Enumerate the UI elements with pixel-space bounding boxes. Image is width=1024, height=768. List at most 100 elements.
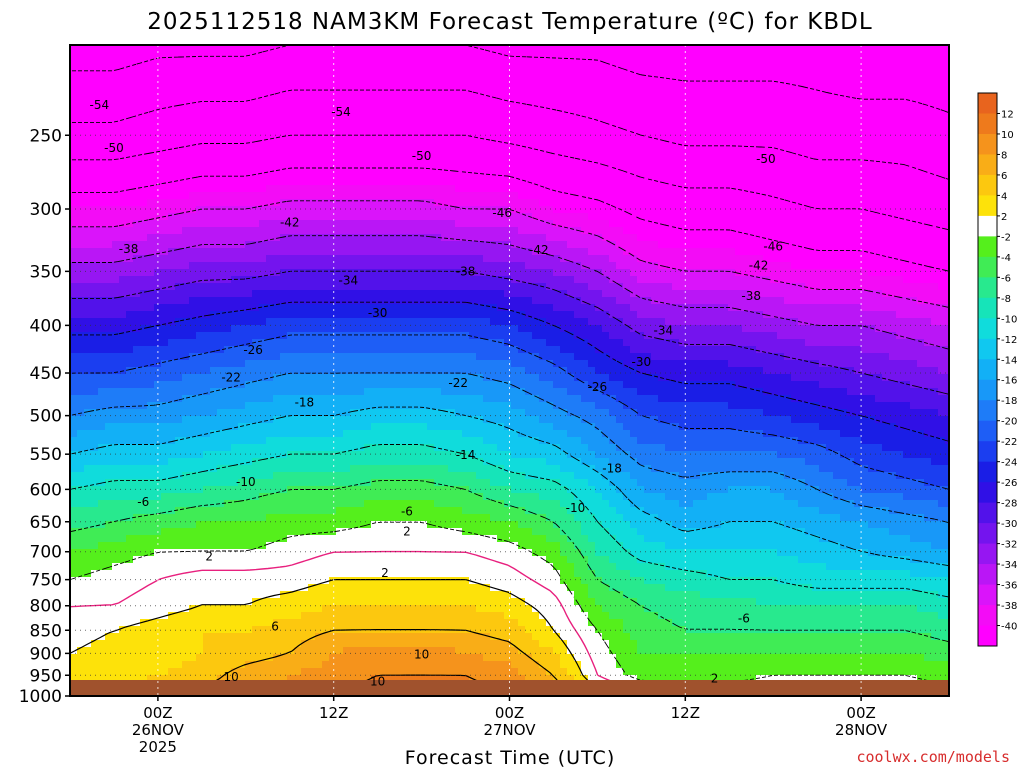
heatmap-cell [399, 549, 407, 557]
heatmap-cell [399, 675, 407, 683]
heatmap-cell [91, 94, 99, 102]
heatmap-cell [147, 514, 155, 522]
heatmap-cell [413, 227, 421, 235]
heatmap-cell [217, 80, 225, 88]
heatmap-cell [203, 269, 211, 277]
heatmap-cell [84, 45, 92, 53]
heatmap-cell [203, 192, 211, 200]
heatmap-cell [399, 234, 407, 242]
heatmap-cell [210, 612, 218, 620]
heatmap-cell [294, 360, 302, 368]
heatmap-cell [399, 640, 407, 648]
heatmap-cell [259, 325, 267, 333]
heatmap-cell [427, 542, 435, 550]
heatmap-cell [231, 136, 239, 144]
heatmap-cell [399, 507, 407, 515]
heatmap-cell [238, 395, 246, 403]
heatmap-cell [126, 262, 134, 270]
heatmap-cell [294, 430, 302, 438]
heatmap-cell [371, 269, 379, 277]
heatmap-cell [147, 241, 155, 249]
heatmap-cell [203, 654, 211, 662]
heatmap-cell [427, 640, 435, 648]
heatmap-cell [126, 122, 134, 130]
heatmap-cell [133, 472, 141, 480]
heatmap-cell [420, 465, 428, 473]
heatmap-cell [329, 255, 337, 263]
heatmap-cell [196, 45, 204, 53]
heatmap-cell [343, 304, 351, 312]
heatmap-cell [308, 626, 316, 634]
heatmap-cell [119, 311, 127, 319]
heatmap-cell [84, 451, 92, 459]
heatmap-cell [126, 528, 134, 536]
heatmap-cell [168, 227, 176, 235]
heatmap-cell [224, 248, 232, 256]
heatmap-cell [399, 479, 407, 487]
heatmap-cell [371, 178, 379, 186]
heatmap-cell [252, 283, 260, 291]
heatmap-cell [406, 591, 414, 599]
heatmap-cell [329, 290, 337, 298]
heatmap-cell [350, 367, 358, 375]
heatmap-cell [161, 640, 169, 648]
heatmap-cell [182, 465, 190, 473]
heatmap-cell [217, 654, 225, 662]
heatmap-cell [196, 605, 204, 613]
heatmap-cell [126, 479, 134, 487]
heatmap-cell [420, 647, 428, 655]
heatmap-cell [301, 493, 309, 501]
heatmap-cell [378, 605, 386, 613]
heatmap-cell [154, 479, 162, 487]
heatmap-cell [308, 556, 316, 564]
heatmap-cell [252, 241, 260, 249]
heatmap-cell [427, 171, 435, 179]
heatmap-cell [112, 402, 120, 410]
heatmap-cell [217, 584, 225, 592]
heatmap-cell [301, 150, 309, 158]
heatmap-cell [441, 178, 449, 186]
heatmap-cell [413, 374, 421, 382]
heatmap-cell [280, 626, 288, 634]
heatmap-cell [147, 612, 155, 620]
heatmap-cell [371, 346, 379, 354]
heatmap-cell [357, 52, 365, 60]
heatmap-cell [140, 668, 148, 676]
heatmap-cell [210, 220, 218, 228]
heatmap-cell [287, 591, 295, 599]
heatmap-cell [343, 486, 351, 494]
heatmap-cell [287, 416, 295, 424]
heatmap-cell [189, 612, 197, 620]
heatmap-cell [343, 136, 351, 144]
heatmap-cell [196, 591, 204, 599]
heatmap-cell [119, 122, 127, 130]
heatmap-cell [133, 108, 141, 116]
heatmap-cell [189, 591, 197, 599]
heatmap-cell [392, 171, 400, 179]
heatmap-cell [182, 332, 190, 340]
heatmap-cell [203, 500, 211, 508]
heatmap-cell [154, 423, 162, 431]
heatmap-cell [210, 395, 218, 403]
heatmap-cell [385, 52, 393, 60]
heatmap-cell [434, 101, 442, 109]
heatmap-cell [210, 619, 218, 627]
heatmap-cell [364, 157, 372, 165]
heatmap-cell [364, 234, 372, 242]
heatmap-cell [140, 164, 148, 172]
heatmap-cell [266, 500, 274, 508]
heatmap-cell [245, 136, 253, 144]
heatmap-cell [273, 528, 281, 536]
heatmap-cell [385, 304, 393, 312]
heatmap-cell [196, 94, 204, 102]
heatmap-cell [322, 318, 330, 326]
heatmap-cell [231, 374, 239, 382]
heatmap-cell [294, 514, 302, 522]
heatmap-cell [413, 507, 421, 515]
heatmap-cell [175, 472, 183, 480]
heatmap-cell [357, 675, 365, 683]
heatmap-cell [329, 535, 337, 543]
heatmap-cell [434, 395, 442, 403]
heatmap-cell [259, 283, 267, 291]
heatmap-cell [427, 374, 435, 382]
